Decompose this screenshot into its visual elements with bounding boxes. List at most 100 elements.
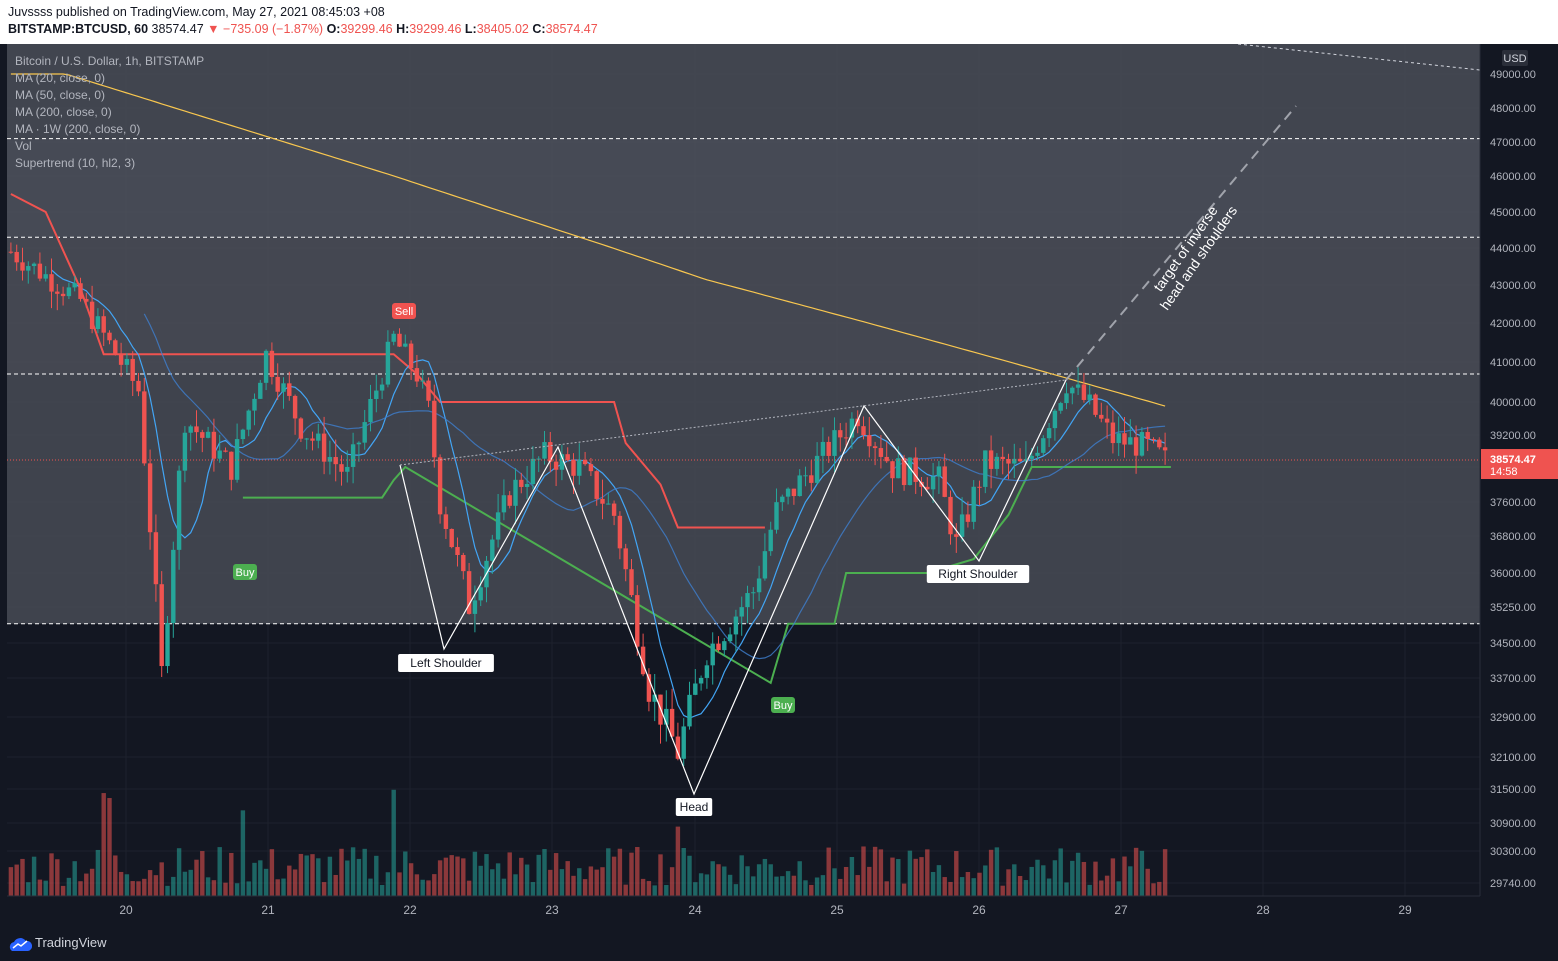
time-tick: 23: [545, 903, 559, 917]
volume-bar: [1017, 876, 1023, 896]
time-tick: 20: [119, 903, 133, 917]
candle-body: [704, 665, 710, 678]
volume-bar: [153, 875, 159, 896]
candle-body: [20, 262, 25, 271]
candle-body: [513, 479, 518, 506]
volume-bar: [1151, 883, 1156, 896]
candle-body: [1128, 437, 1133, 445]
candle-body: [983, 450, 988, 487]
volume-bar: [1029, 866, 1034, 896]
candle-body: [304, 438, 309, 440]
chart-area[interactable]: Left Shoulder Head Right Shoulder Buy Sell Bu…: [0, 43, 1558, 926]
volume-bar: [1162, 849, 1168, 896]
volume-bar: [1122, 856, 1127, 896]
volume-bar: [20, 858, 25, 896]
volume-bar: [797, 861, 802, 896]
legend-ma-1w[interactable]: MA · 1W (200, close, 0): [15, 122, 141, 136]
close-value: 38574.47: [545, 22, 598, 36]
volume-bar: [461, 858, 466, 896]
volume-bar: [408, 863, 414, 896]
legend-title[interactable]: Bitcoin / U.S. Dollar, 1h, BITSTAMP: [15, 54, 205, 68]
price-tick: 43000.00: [1490, 280, 1536, 292]
volume-bar: [1116, 881, 1121, 896]
candle-body: [803, 475, 808, 477]
candle-body: [1104, 418, 1110, 423]
price-tick: 35250.00: [1490, 602, 1536, 614]
volume-bar: [623, 884, 628, 896]
volume-bar: [704, 874, 710, 896]
candle-body: [495, 512, 501, 540]
volume-bar: [176, 848, 182, 896]
candle-body: [745, 593, 750, 608]
candle-body: [896, 458, 901, 479]
candle-body: [791, 488, 797, 497]
candle-body: [171, 549, 176, 623]
price-chart[interactable]: Left Shoulder Head Right Shoulder Buy Sell Bu…: [0, 43, 1558, 926]
candle-body: [153, 532, 159, 585]
volume-bar: [756, 864, 762, 896]
legend-ma200[interactable]: MA (200, close, 0): [15, 105, 112, 119]
volume-bar: [530, 882, 536, 896]
volume-bar: [785, 871, 791, 896]
candle-body: [664, 708, 669, 725]
low-value: 38405.02: [476, 22, 529, 36]
volume-bar: [832, 868, 837, 896]
volume-bar: [977, 872, 982, 896]
candle-body: [327, 457, 333, 462]
candle-body: [954, 534, 959, 537]
volume-bar: [971, 878, 976, 896]
candle-body: [142, 391, 147, 464]
volume-bar: [118, 871, 124, 896]
volume-bar: [31, 856, 37, 896]
volume-bar: [513, 874, 518, 896]
candle-body: [681, 726, 686, 759]
price-tick: 31500.00: [1490, 784, 1536, 796]
last-price: 38574.47: [151, 22, 204, 36]
volume-bar: [275, 879, 280, 896]
candle-body: [832, 430, 837, 456]
volume-bar: [356, 858, 362, 896]
candle-body: [281, 383, 286, 392]
volume-bar: [722, 866, 727, 896]
time-tick: 21: [261, 903, 275, 917]
tradingview-logo[interactable]: TradingView: [8, 935, 107, 951]
candle-body: [275, 376, 280, 392]
legend-ma20[interactable]: MA (20, close, 0): [15, 71, 106, 85]
volume-bar: [1093, 861, 1098, 896]
candle-body: [646, 674, 652, 702]
volume-bar: [698, 873, 704, 896]
legend-supertrend[interactable]: Supertrend (10, hl2, 3): [15, 156, 136, 170]
volume-bar: [327, 856, 333, 896]
candle-body: [124, 358, 130, 365]
candle-body: [994, 456, 1000, 469]
volume-bar: [95, 849, 101, 896]
candle-body: [948, 496, 953, 535]
volume-bar: [577, 868, 582, 896]
volume-bar: [1046, 878, 1052, 896]
candle-body: [1006, 459, 1011, 464]
volume-bar: [843, 866, 849, 896]
candle-body: [733, 616, 739, 635]
legend-ma50[interactable]: MA (50, close, 0): [15, 88, 106, 102]
candle-body: [861, 426, 866, 436]
candle-body: [1029, 455, 1034, 459]
candle-body: [31, 263, 37, 267]
volume-bar: [745, 866, 750, 896]
volume-bar: [733, 884, 739, 896]
candle-body: [89, 301, 95, 330]
volume-bar: [310, 854, 315, 896]
volume-bar: [669, 867, 675, 896]
candle-body: [490, 539, 495, 561]
candle-body: [263, 350, 269, 383]
candle-body: [722, 641, 727, 651]
volume-bar: [652, 885, 657, 896]
time-tick: 25: [830, 903, 844, 917]
candle-body: [762, 551, 768, 579]
volume-bar: [84, 873, 89, 896]
time-tick: 22: [403, 903, 417, 917]
price-tick: 44000.00: [1490, 243, 1536, 255]
candle-body: [629, 569, 634, 596]
volume-bar: [1110, 858, 1116, 896]
legend-vol[interactable]: Vol: [15, 139, 32, 153]
candle-body: [246, 410, 251, 430]
